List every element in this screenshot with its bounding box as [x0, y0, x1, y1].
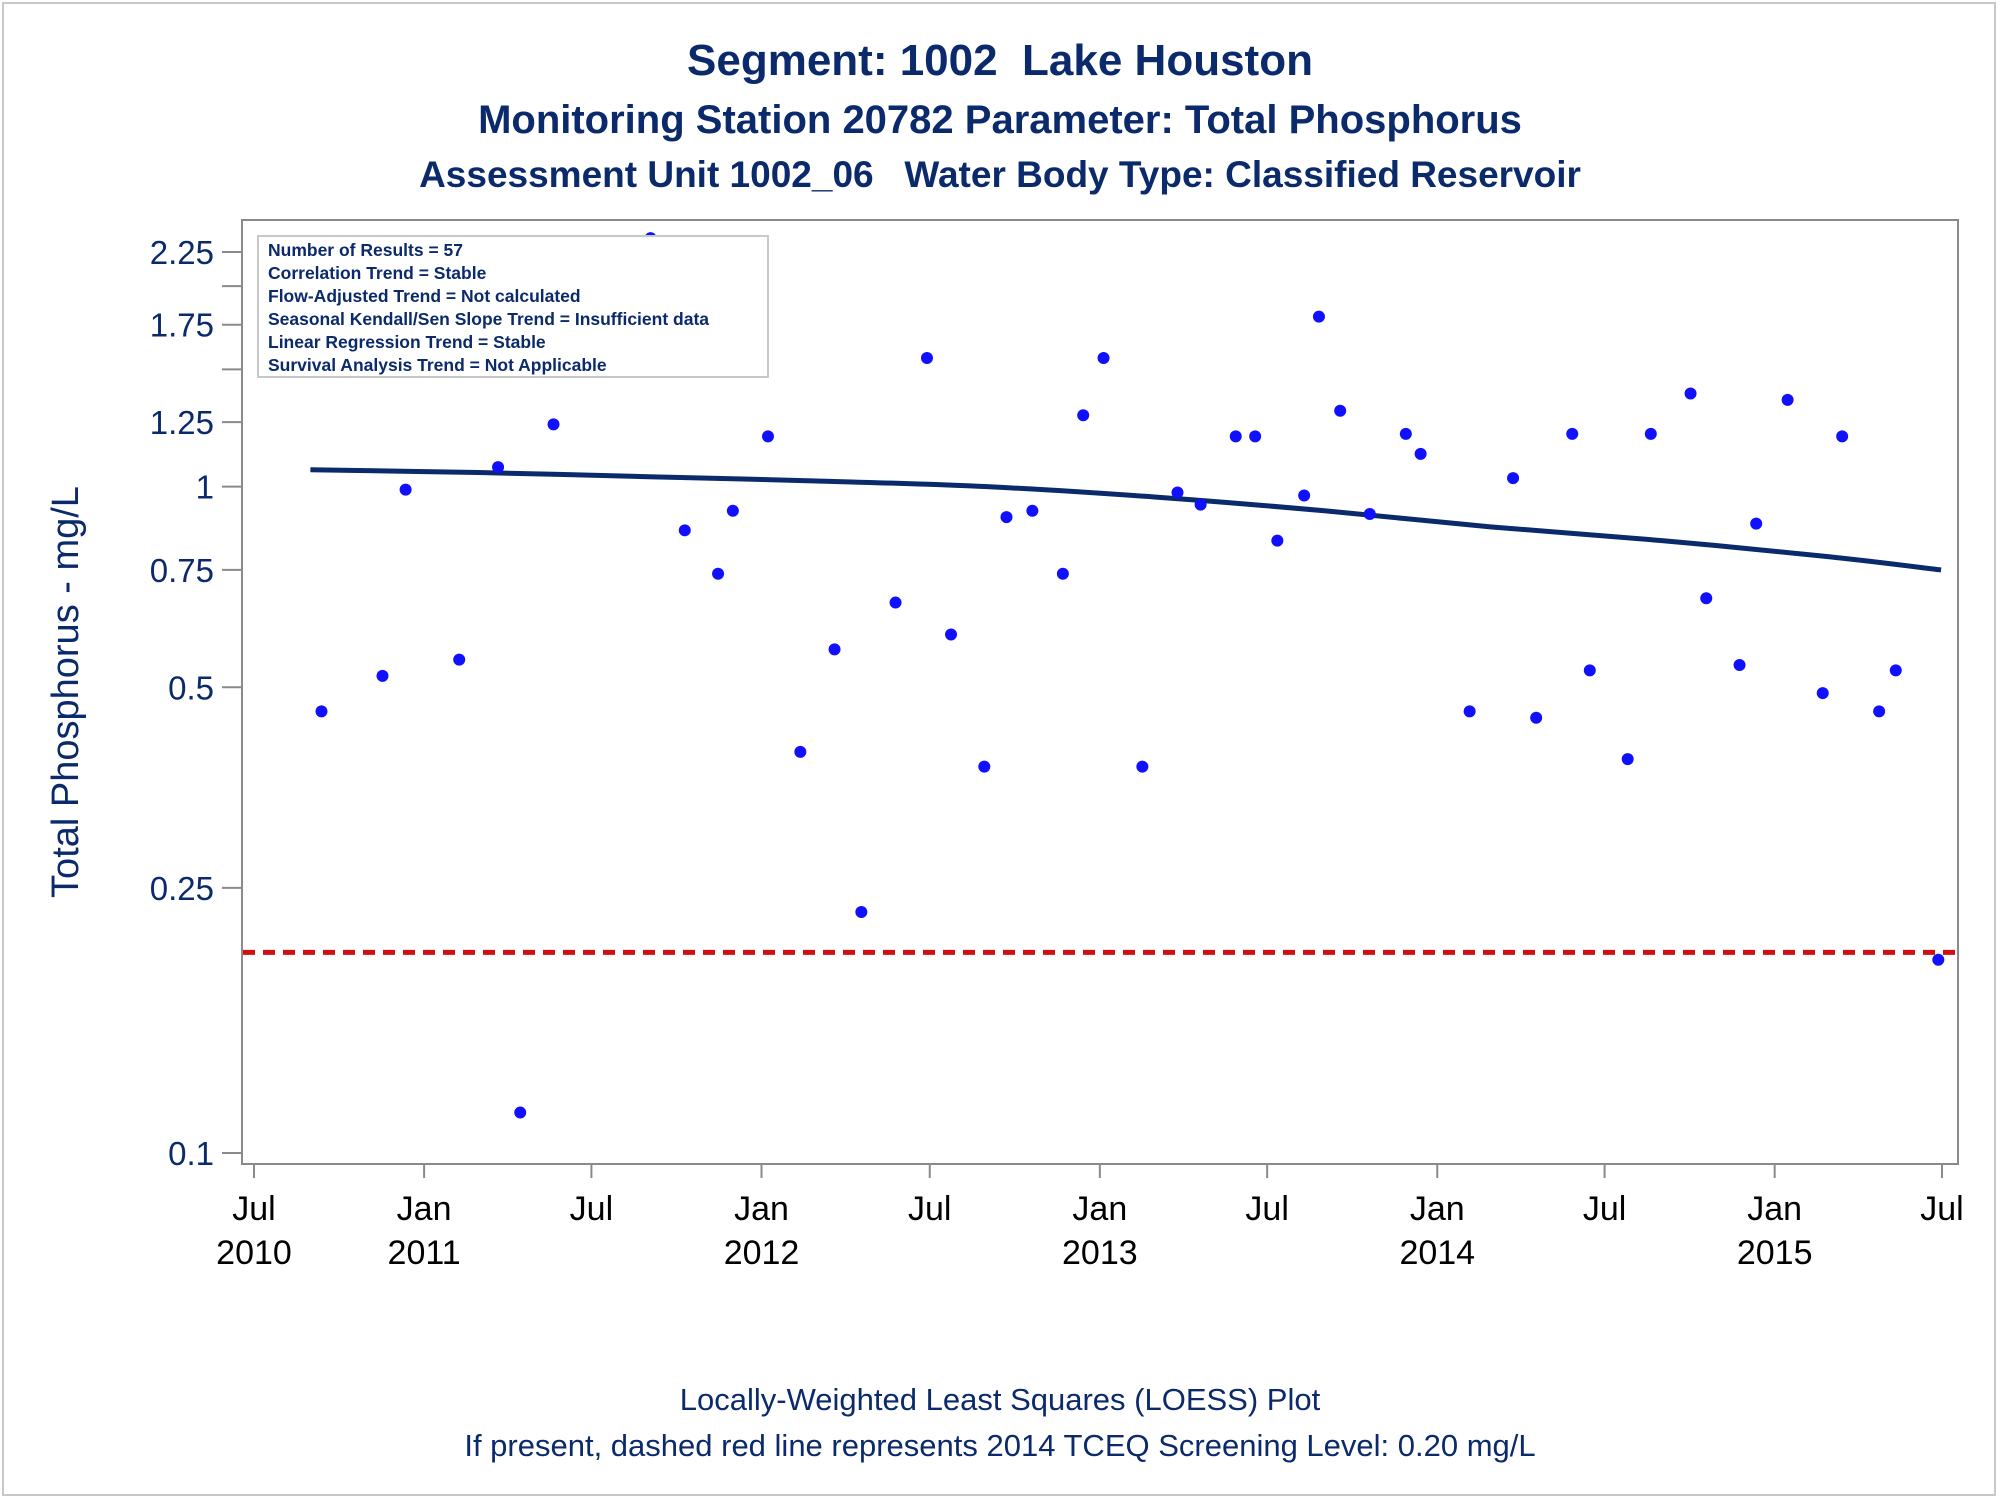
data-point [920, 351, 933, 364]
data-point [1298, 489, 1311, 502]
stats-line: Linear Regression Trend = Stable [268, 332, 546, 352]
y-axis-label: Total Phosphorus - mg/L [45, 486, 87, 898]
data-point [855, 905, 868, 918]
data-point [1000, 511, 1013, 524]
data-point [1097, 351, 1110, 364]
x-tick-label-year: 2010 [216, 1234, 292, 1272]
x-tick-label-year: 2015 [1737, 1234, 1813, 1272]
data-point [1414, 447, 1427, 460]
data-point [1312, 310, 1325, 323]
y-tick-label: 2.25 [150, 234, 214, 271]
y-tick-label: 0.1 [168, 1135, 214, 1172]
footer-note-1: Locally-Weighted Least Squares (LOESS) P… [679, 1382, 1321, 1417]
data-point [1249, 430, 1262, 443]
data-point [1700, 592, 1713, 605]
data-point [1566, 427, 1579, 440]
data-point [828, 643, 841, 656]
footer-note-2: If present, dashed red line represents 2… [464, 1428, 1536, 1463]
data-point [1583, 664, 1596, 677]
data-point [315, 705, 328, 718]
y-tick-label: 1.75 [150, 307, 214, 344]
data-point [889, 596, 902, 609]
x-tick-label-year: 2012 [724, 1234, 800, 1272]
x-tick-label-month: Jan [734, 1190, 789, 1228]
data-point [1889, 664, 1902, 677]
data-point [761, 430, 774, 443]
data-point [1363, 507, 1376, 520]
data-point [1077, 409, 1090, 422]
y-tick-label: 0.25 [150, 870, 214, 907]
y-tick-label: 0.5 [168, 669, 214, 706]
stats-line: Flow-Adjusted Trend = Not calculated [268, 286, 581, 306]
x-tick-label-month: Jan [397, 1190, 452, 1228]
stats-line: Correlation Trend = Stable [268, 263, 487, 283]
data-point [1644, 427, 1657, 440]
x-tick-label-month: Jan [1410, 1190, 1465, 1228]
data-point [1621, 753, 1634, 766]
x-axis: Jul 2010 Jan 2011 Jul Jan 2012 Jul Jan 2013 Jul Jan… [216, 1164, 1964, 1272]
x-tick-label-month: Jul [1920, 1190, 1963, 1228]
data-point [1530, 711, 1543, 724]
data-point [712, 567, 725, 580]
x-tick-label-month: Jul [1245, 1190, 1288, 1228]
data-point [1399, 427, 1412, 440]
stats-line: Number of Results = 57 [268, 240, 463, 260]
chart-title: Segment: 1002 Lake Houston [687, 36, 1313, 85]
x-tick-label-month: Jan [1072, 1190, 1127, 1228]
data-point [1463, 705, 1476, 718]
y-axis: 0.1 0.25 0.5 0.75 1 1.25 1.75 2.25 [150, 234, 242, 1172]
data-point [1733, 658, 1746, 671]
x-tick-label-year: 2014 [1399, 1234, 1475, 1272]
chart-subtitle-2: Assessment Unit 1002_06 Water Body Type:… [419, 154, 1581, 195]
chart-subtitle: Monitoring Station 20782 Parameter: Tota… [478, 98, 1522, 142]
data-point [1507, 472, 1520, 485]
x-tick-label-month: Jul [232, 1190, 275, 1228]
data-point [1781, 393, 1794, 406]
data-point [1271, 534, 1284, 547]
data-point [1056, 567, 1069, 580]
data-point [978, 760, 991, 773]
data-point [1873, 705, 1886, 718]
x-tick-label-month: Jul [570, 1190, 613, 1228]
x-tick-label-month: Jul [908, 1190, 951, 1228]
data-point [1750, 517, 1763, 530]
data-point [399, 483, 412, 496]
data-point [1684, 387, 1697, 400]
x-tick-label-month: Jan [1747, 1190, 1802, 1228]
y-tick-label: 1.25 [150, 404, 214, 441]
data-point [1194, 498, 1207, 511]
data-point [376, 669, 389, 682]
data-point [1836, 430, 1849, 443]
y-tick-label: 1 [196, 469, 214, 506]
stats-box: Number of Results = 57 Correlation Trend … [257, 235, 769, 378]
x-tick-label-month: Jul [1583, 1190, 1626, 1228]
data-point [726, 504, 739, 517]
y-tick-label: 0.75 [150, 552, 214, 589]
stats-box-border [257, 235, 769, 378]
data-point [514, 1106, 527, 1119]
data-point [678, 524, 691, 537]
data-point [492, 461, 505, 474]
x-tick-label-year: 2013 [1062, 1234, 1138, 1272]
data-point [1229, 430, 1242, 443]
stats-line: Survival Analysis Trend = Not Applicable [268, 355, 607, 375]
data-point [1171, 486, 1184, 499]
data-point [1334, 404, 1347, 417]
x-tick-label-year: 2011 [388, 1234, 461, 1272]
data-point [945, 628, 958, 641]
data-point [547, 418, 560, 431]
loess-line [310, 467, 1942, 573]
data-point [1932, 953, 1945, 966]
data-point [794, 745, 807, 758]
data-point [1026, 504, 1039, 517]
data-point [1136, 760, 1149, 773]
data-point [1816, 687, 1829, 700]
stats-line: Seasonal Kendall/Sen Slope Trend = Insuf… [268, 309, 709, 329]
data-point [453, 653, 466, 666]
